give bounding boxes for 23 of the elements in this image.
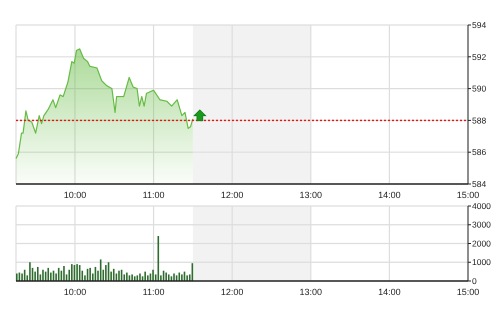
x-tick-label: 14:00 <box>378 190 401 200</box>
x-tick-label: 12:00 <box>220 190 244 200</box>
y-tick-label: 3000 <box>472 220 492 230</box>
x-tick-label: 11:00 <box>142 190 164 200</box>
y-tick-label: 592 <box>472 52 486 62</box>
x-tick-label: 12:00 <box>220 287 244 297</box>
y-tick-label: 584 <box>472 178 486 189</box>
x-tick-label: 15:00 <box>456 287 480 297</box>
x-tick-label: 13:00 <box>300 190 322 200</box>
y-tick-label: 0 <box>472 276 477 286</box>
x-tick-label: 11:00 <box>142 287 164 297</box>
y-tick-label: 4000 <box>472 200 492 211</box>
y-tick-label: 594 <box>472 20 486 30</box>
x-tick-label: 10:00 <box>64 190 86 200</box>
y-tick-label: 2000 <box>472 238 492 248</box>
y-tick-label: 586 <box>472 147 486 158</box>
x-tick-label: 14:00 <box>378 287 401 297</box>
y-tick-label: 588 <box>472 115 486 126</box>
x-tick-label: 10:00 <box>64 287 86 297</box>
y-tick-label: 590 <box>472 84 486 94</box>
x-tick-label: 13:00 <box>300 287 322 297</box>
y-tick-label: 1000 <box>472 257 492 268</box>
x-tick-label: 15:00 <box>456 190 480 200</box>
